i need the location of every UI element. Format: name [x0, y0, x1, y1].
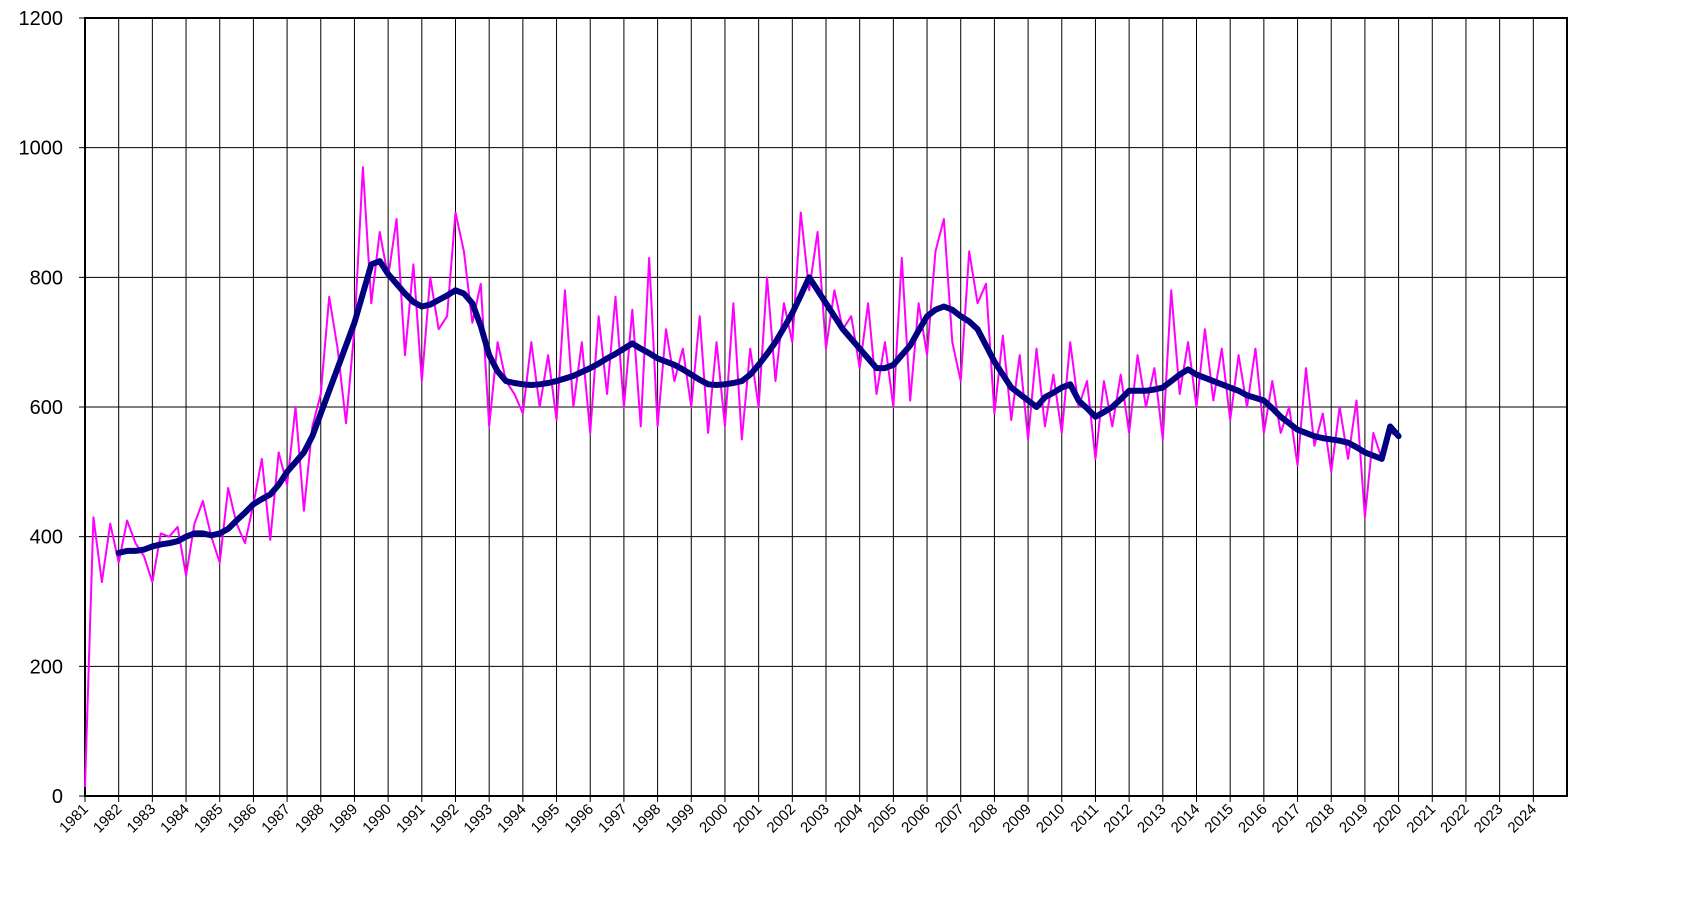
plot-frame	[84, 17, 1568, 797]
x-tick-label: 2024	[1505, 801, 1541, 837]
x-tick-label: 1995	[528, 801, 564, 837]
x-tick-label: 1990	[359, 801, 395, 837]
x-tick-label: 2018	[1302, 801, 1338, 837]
y-tick-label: 800	[30, 267, 63, 289]
x-tick-label: 1984	[157, 801, 193, 837]
y-tick-label: 0	[52, 786, 63, 808]
x-tick-label: 1996	[561, 801, 597, 837]
x-tick-label: 2020	[1370, 801, 1406, 837]
x-tick-label: 1991	[393, 801, 429, 837]
x-tick-label: 2014	[1168, 801, 1204, 837]
series-line	[84, 166, 1400, 788]
x-tick-label: 2000	[696, 801, 732, 837]
x-tick-label: 1987	[258, 801, 294, 837]
x-tick-label: 2011	[1067, 801, 1102, 836]
x-tick-label: 2021	[1403, 801, 1439, 837]
x-tick-label: 2004	[831, 801, 867, 837]
x-tick-label: 2003	[797, 801, 833, 837]
x-tick-label: 2006	[898, 801, 934, 837]
x-tick-label: 1982	[90, 801, 126, 837]
y-tick-label: 400	[30, 527, 63, 549]
x-tick-label: 2019	[1336, 801, 1372, 837]
x-tick-label: 1994	[494, 801, 530, 837]
x-tick-label: 2017	[1269, 801, 1305, 837]
x-tick-label: 2005	[865, 801, 901, 837]
y-tick-label: 600	[30, 397, 63, 419]
x-tick-label: 1997	[595, 801, 631, 837]
x-tick-label: 2002	[764, 801, 800, 837]
y-tick-label: 200	[30, 656, 63, 678]
x-tick-label: 2013	[1134, 801, 1170, 837]
x-tick-label: 1988	[292, 801, 328, 837]
x-tick-label: 2016	[1235, 801, 1271, 837]
x-tick-label: 2008	[966, 801, 1002, 837]
x-tick-label: 1998	[629, 801, 665, 837]
series-line	[115, 258, 1402, 556]
x-tick-label: 2023	[1471, 801, 1507, 837]
x-tick-label: 2009	[999, 801, 1035, 837]
x-tick-label: 1993	[460, 801, 496, 837]
x-tick-label: 1983	[124, 801, 160, 837]
x-tick-label: 2022	[1437, 801, 1473, 837]
x-tick-label: 2012	[1100, 801, 1136, 837]
x-tick-label: 2015	[1201, 801, 1237, 837]
x-tick-label: 2001	[730, 801, 766, 837]
x-tick-label: 1985	[191, 801, 227, 837]
x-tick-label: 2007	[932, 801, 968, 837]
x-tick-label: 1992	[427, 801, 463, 837]
x-tick-label: 1989	[326, 801, 362, 837]
y-tick-label: 1200	[19, 8, 64, 30]
x-tick-label: 1986	[225, 801, 261, 837]
x-tick-label: 1999	[662, 801, 698, 837]
x-tick-label: 2010	[1033, 801, 1069, 837]
y-tick-label: 1000	[19, 138, 64, 160]
